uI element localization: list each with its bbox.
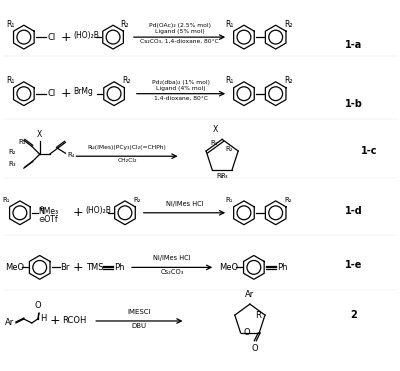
- Text: +: +: [60, 87, 71, 100]
- Text: R₁: R₁: [18, 139, 26, 145]
- Text: (HO)₂B: (HO)₂B: [74, 31, 99, 40]
- Text: BrMg: BrMg: [74, 87, 93, 96]
- Text: Ph: Ph: [277, 263, 287, 272]
- Text: (HO)₂B: (HO)₂B: [85, 206, 111, 215]
- Text: Pd₂(dba)₂ (1% mol): Pd₂(dba)₂ (1% mol): [152, 80, 210, 85]
- Text: R₁: R₁: [225, 20, 233, 29]
- Text: R₂: R₂: [123, 76, 131, 85]
- Text: H: H: [40, 313, 46, 322]
- Text: X: X: [37, 130, 42, 139]
- Text: R₂: R₂: [284, 20, 293, 29]
- Text: R₁: R₁: [225, 76, 233, 85]
- Text: +: +: [49, 315, 60, 328]
- Text: R₁: R₁: [6, 76, 14, 85]
- Text: 1-d: 1-d: [345, 206, 363, 216]
- Text: 1-e: 1-e: [345, 260, 363, 270]
- Text: R₁: R₁: [6, 20, 14, 29]
- Text: 1,4-dioxane, 80°C: 1,4-dioxane, 80°C: [154, 96, 208, 101]
- Text: IMESCl: IMESCl: [128, 309, 151, 315]
- Text: R₁: R₁: [225, 197, 233, 203]
- Text: 1-c: 1-c: [361, 146, 377, 156]
- Text: Ph: Ph: [114, 263, 124, 272]
- Text: MeO: MeO: [5, 263, 24, 272]
- Text: TMS: TMS: [86, 263, 104, 272]
- Text: R₂: R₂: [285, 197, 292, 203]
- Text: CH₂Cl₂: CH₂Cl₂: [117, 158, 137, 163]
- Text: R₁: R₁: [210, 140, 218, 146]
- Text: Br: Br: [60, 263, 70, 272]
- Text: R₃: R₃: [220, 173, 228, 179]
- Text: Ligand (4% mol): Ligand (4% mol): [156, 86, 206, 91]
- Text: 1-b: 1-b: [345, 99, 363, 109]
- Text: O: O: [34, 301, 41, 310]
- Text: Ru(IMes)(PCy₃)Cl₂(=CHPh): Ru(IMes)(PCy₃)Cl₂(=CHPh): [88, 145, 166, 150]
- Text: Ni/IMes HCl: Ni/IMes HCl: [166, 201, 203, 207]
- Text: X: X: [213, 125, 218, 134]
- Text: R₂: R₂: [133, 197, 141, 203]
- Text: Ar: Ar: [245, 290, 254, 299]
- Text: +: +: [73, 261, 84, 274]
- Text: ⊕: ⊕: [39, 206, 44, 212]
- Text: +: +: [73, 206, 84, 219]
- Text: R₂: R₂: [284, 76, 293, 85]
- Text: R: R: [255, 311, 261, 319]
- Text: Cl: Cl: [48, 89, 56, 98]
- Text: R₂: R₂: [121, 20, 129, 29]
- Text: +: +: [60, 31, 71, 44]
- Text: Pd(OAc)₂ (2.5% mol): Pd(OAc)₂ (2.5% mol): [148, 23, 210, 28]
- Text: ⊖OTf: ⊖OTf: [39, 215, 58, 224]
- Text: O: O: [252, 344, 258, 353]
- Text: 2: 2: [351, 310, 357, 320]
- Text: Cl: Cl: [48, 33, 56, 42]
- Text: R₁: R₁: [2, 197, 10, 203]
- Text: R₃: R₃: [8, 161, 16, 167]
- Text: R₄: R₄: [216, 173, 224, 179]
- Text: NMe₃: NMe₃: [39, 207, 59, 216]
- Text: O: O: [244, 328, 250, 337]
- Text: Cs₂CO₃: Cs₂CO₃: [160, 269, 184, 275]
- Text: R₄: R₄: [68, 152, 75, 158]
- Text: MeO: MeO: [219, 263, 238, 272]
- Text: Ni/IMes HCl: Ni/IMes HCl: [153, 255, 191, 262]
- Text: Ligand (5% mol): Ligand (5% mol): [155, 29, 204, 34]
- Text: DBU: DBU: [132, 323, 147, 329]
- Text: RCOH: RCOH: [62, 316, 87, 325]
- Text: Cs₂CO₃, 1,4-dioxane, 80°C: Cs₂CO₃, 1,4-dioxane, 80°C: [140, 39, 219, 44]
- Text: Ar: Ar: [5, 318, 14, 328]
- Text: 1-a: 1-a: [345, 40, 363, 50]
- Text: R₂: R₂: [226, 146, 233, 152]
- Text: R₂: R₂: [8, 149, 16, 155]
